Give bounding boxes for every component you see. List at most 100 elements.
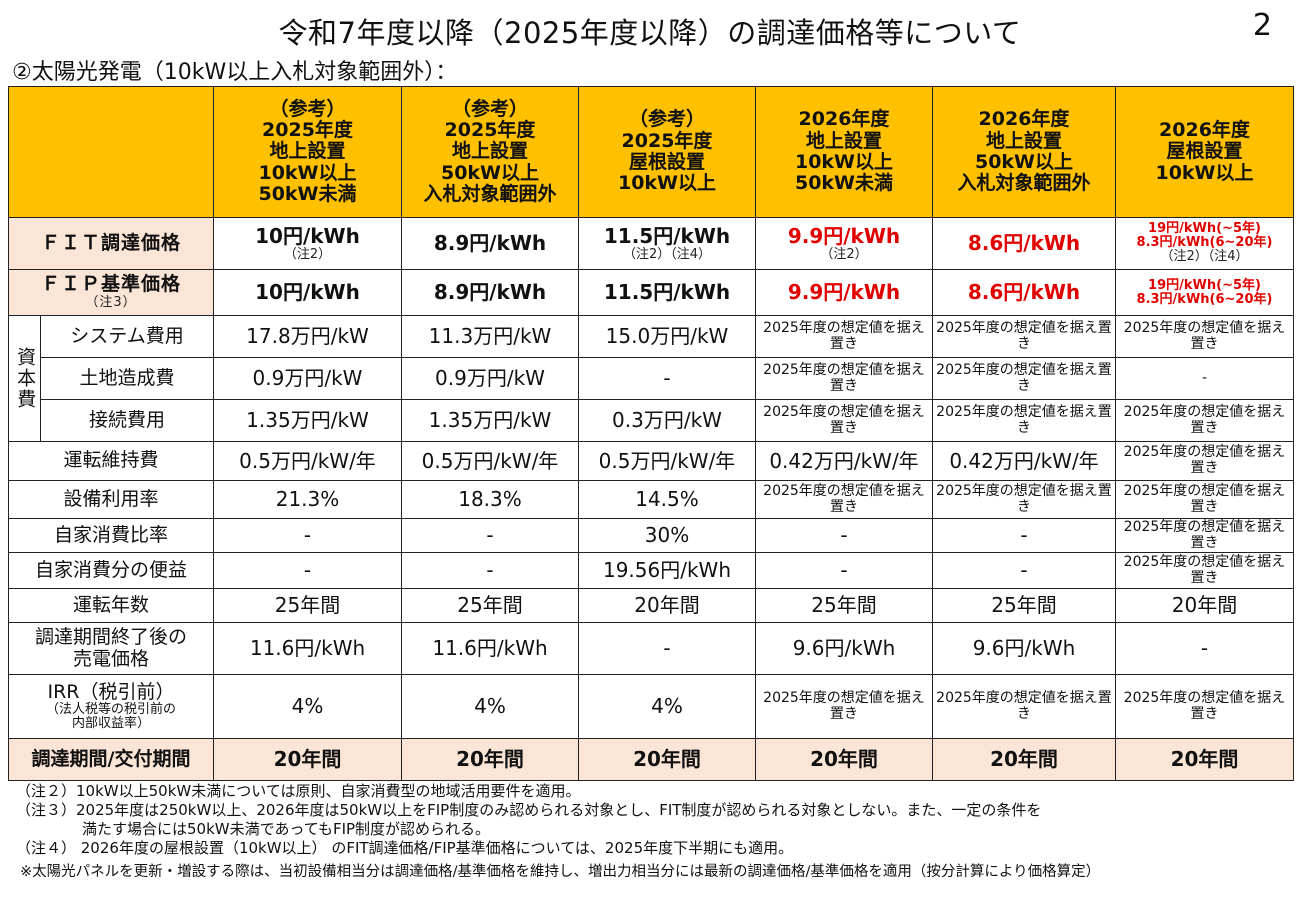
fip-cell-2: 8.9円/kWh xyxy=(401,269,579,316)
operating-years-cell-2: 25年間 xyxy=(401,588,579,623)
period-row: 調達期間/交付期間 20年間 20年間 20年間 20年間 20年間 20年間 xyxy=(8,738,1294,781)
self-consumption-benefit-cell-6: 2025年度の想定値を据え置き xyxy=(1115,552,1294,589)
connection-cost-row: 接続費用 1.35万円/kW 1.35万円/kW 0.3万円/kW 2025年度… xyxy=(9,399,1294,442)
fip-cell-5: 8.6円/kWh xyxy=(932,269,1116,316)
header-corner xyxy=(8,86,214,218)
irr-cell-3: 4% xyxy=(578,674,756,739)
note-4: （注４） 2026年度の屋根設置（10kW以上） のFIT調達価格/FIP基準価… xyxy=(16,839,794,857)
capacity-factor-cell-5: 2025年度の想定値を据え置き xyxy=(932,480,1116,519)
land-cost-label: 土地造成費 xyxy=(40,357,214,400)
capacity-factor-label: 設備利用率 xyxy=(8,480,214,519)
section-subtitle: ②太陽光発電（10kW以上入札対象範囲外）： xyxy=(12,60,458,85)
post-period-price-label: 調達期間終了後の 売電価格 xyxy=(8,622,214,675)
connection-cost-cell-4: 2025年度の想定値を据え置き xyxy=(755,399,933,442)
self-consumption-ratio-cell-5: - xyxy=(932,518,1116,553)
fip-cell-1: 10円/kWh xyxy=(213,269,402,316)
post-period-price-row: 調達期間終了後の 売電価格 11.6円/kWh 11.6円/kWh - 9.6円/… xyxy=(8,622,1294,675)
operating-years-label: 運転年数 xyxy=(8,588,214,623)
capacity-factor-row: 設備利用率 21.3% 18.3% 14.5% 2025年度の想定値を据え置き … xyxy=(8,480,1294,519)
operating-years-cell-4: 25年間 xyxy=(755,588,933,623)
post-period-price-cell-2: 11.6円/kWh xyxy=(401,622,579,675)
irr-row: IRR（税引前） （法人税等の税引前の 内部収益率） 4% 4% 4% 2025年度… xyxy=(8,674,1294,739)
operating-years-row: 運転年数 25年間 25年間 20年間 25年間 25年間 20年間 xyxy=(8,588,1294,623)
fit-row: ＦＩＴ調達価格 10円/kWh （注2） 8.9円/kWh 11.5円/kWh （注… xyxy=(8,217,1294,270)
system-cost-cell-2: 11.3万円/kW xyxy=(401,315,579,358)
land-cost-cell-2: 0.9万円/kW xyxy=(401,357,579,400)
self-consumption-ratio-label: 自家消費比率 xyxy=(8,518,214,553)
post-period-price-cell-6: - xyxy=(1115,622,1294,675)
header-col-5: 2026年度 地上設置 50kW以上 入札対象範囲外 xyxy=(932,86,1116,218)
connection-cost-cell-1: 1.35万円/kW xyxy=(213,399,402,442)
capital-cost-group-label: 資本費 xyxy=(8,315,41,442)
footnotes: （注２）10kW以上50kW未満については原則、自家消費型の地域活用要件を適用。… xyxy=(16,782,1291,882)
om-cost-label: 運転維持費 xyxy=(8,441,214,481)
period-cell-1: 20年間 xyxy=(213,738,402,781)
self-consumption-benefit-cell-4: - xyxy=(755,552,933,589)
period-cell-5: 20年間 xyxy=(932,738,1116,781)
connection-cost-cell-3: 0.3万円/kW xyxy=(578,399,756,442)
fip-cell-3: 11.5円/kWh xyxy=(578,269,756,316)
period-label: 調達期間/交付期間 xyxy=(8,738,214,781)
irr-cell-6: 2025年度の想定値を据え置き xyxy=(1115,674,1294,739)
fip-row: ＦＩＰ基準価格 （注3） 10円/kWh 8.9円/kWh 11.5円/kWh 9… xyxy=(8,269,1294,316)
page-number: 2 xyxy=(1252,8,1272,43)
period-cell-6: 20年間 xyxy=(1115,738,1294,781)
self-consumption-ratio-row: 自家消費比率 - - 30% - - 2025年度の想定値を据え置き xyxy=(8,518,1294,553)
fit-cell-1: 10円/kWh （注2） xyxy=(213,217,402,270)
self-consumption-benefit-cell-5: - xyxy=(932,552,1116,589)
system-cost-cell-6: 2025年度の想定値を据え置き xyxy=(1115,315,1294,358)
period-cell-4: 20年間 xyxy=(755,738,933,781)
self-consumption-benefit-cell-3: 19.56円/kWh xyxy=(578,552,756,589)
capacity-factor-cell-3: 14.5% xyxy=(578,480,756,519)
note-3-line-2: 満たす場合には50kW未満であってもFIP制度が認められる。 xyxy=(82,820,491,838)
operating-years-cell-3: 20年間 xyxy=(578,588,756,623)
fit-cell-2: 8.9円/kWh xyxy=(401,217,579,270)
land-cost-cell-1: 0.9万円/kW xyxy=(213,357,402,400)
header-col-3: （参考） 2025年度 屋根設置 10kW以上 xyxy=(578,86,756,218)
post-period-price-cell-1: 11.6円/kWh xyxy=(213,622,402,675)
land-cost-row: 土地造成費 0.9万円/kW 0.9万円/kW - 2025年度の想定値を据え置… xyxy=(9,357,1294,400)
om-cost-cell-1: 0.5万円/kW/年 xyxy=(213,441,402,481)
note-2: （注２）10kW以上50kW未満については原則、自家消費型の地域活用要件を適用。 xyxy=(16,782,581,800)
fip-label: ＦＩＰ基準価格 （注3） xyxy=(8,269,214,316)
operating-years-cell-6: 20年間 xyxy=(1115,588,1294,623)
om-cost-row: 運転維持費 0.5万円/kW/年 0.5万円/kW/年 0.5万円/kW/年 0… xyxy=(8,441,1294,481)
om-cost-cell-5: 0.42万円/kW/年 xyxy=(932,441,1116,481)
om-cost-cell-4: 0.42万円/kW/年 xyxy=(755,441,933,481)
capacity-factor-cell-2: 18.3% xyxy=(401,480,579,519)
self-consumption-ratio-cell-6: 2025年度の想定値を据え置き xyxy=(1115,518,1294,553)
fip-cell-6: 19円/kWh(~5年) 8.3円/kWh(6~20年) xyxy=(1115,269,1294,316)
om-cost-cell-6: 2025年度の想定値を据え置き xyxy=(1115,441,1294,481)
om-cost-cell-2: 0.5万円/kW/年 xyxy=(401,441,579,481)
connection-cost-cell-5: 2025年度の想定値を据え置き xyxy=(932,399,1116,442)
period-cell-2: 20年間 xyxy=(401,738,579,781)
operating-years-cell-1: 25年間 xyxy=(213,588,402,623)
header-col-4: 2026年度 地上設置 10kW以上 50kW未満 xyxy=(755,86,933,218)
header-row: （参考） 2025年度 地上設置 10kW以上 50kW未満 （参考） 2025年度 地上設… xyxy=(8,86,1294,218)
system-cost-cell-3: 15.0万円/kW xyxy=(578,315,756,358)
land-cost-cell-6: - xyxy=(1115,357,1294,400)
land-cost-cell-3: - xyxy=(578,357,756,400)
post-period-price-cell-3: - xyxy=(578,622,756,675)
self-consumption-ratio-cell-4: - xyxy=(755,518,933,553)
system-cost-label: システム費用 xyxy=(40,315,214,358)
system-cost-cell-4: 2025年度の想定値を据え置き xyxy=(755,315,933,358)
connection-cost-cell-2: 1.35万円/kW xyxy=(401,399,579,442)
self-consumption-benefit-row: 自家消費分の便益 - - 19.56円/kWh - - 2025年度の想定値を据… xyxy=(8,552,1294,589)
self-consumption-ratio-cell-2: - xyxy=(401,518,579,553)
note-3-line-1: （注３）2025年度は250kW以上、2026年度は50kW以上をFIP制度のみ… xyxy=(16,801,1042,819)
connection-cost-label: 接続費用 xyxy=(40,399,214,442)
price-table: （参考） 2025年度 地上設置 10kW以上 50kW未満 （参考） 2025年度 地上設… xyxy=(8,86,1294,781)
connection-cost-cell-6: 2025年度の想定値を据え置き xyxy=(1115,399,1294,442)
system-cost-cell-1: 17.8万円/kW xyxy=(213,315,402,358)
operating-years-cell-5: 25年間 xyxy=(932,588,1116,623)
irr-cell-5: 2025年度の想定値を据え置き xyxy=(932,674,1116,739)
post-period-price-cell-5: 9.6円/kWh xyxy=(932,622,1116,675)
period-cell-3: 20年間 xyxy=(578,738,756,781)
system-cost-cell-5: 2025年度の想定値を据え置き xyxy=(932,315,1116,358)
header-col-6: 2026年度 屋根設置 10kW以上 xyxy=(1115,86,1294,218)
self-consumption-benefit-cell-2: - xyxy=(401,552,579,589)
post-period-price-cell-4: 9.6円/kWh xyxy=(755,622,933,675)
header-col-2: （参考） 2025年度 地上設置 50kW以上 入札対象範囲外 xyxy=(401,86,579,218)
self-consumption-benefit-label: 自家消費分の便益 xyxy=(8,552,214,589)
